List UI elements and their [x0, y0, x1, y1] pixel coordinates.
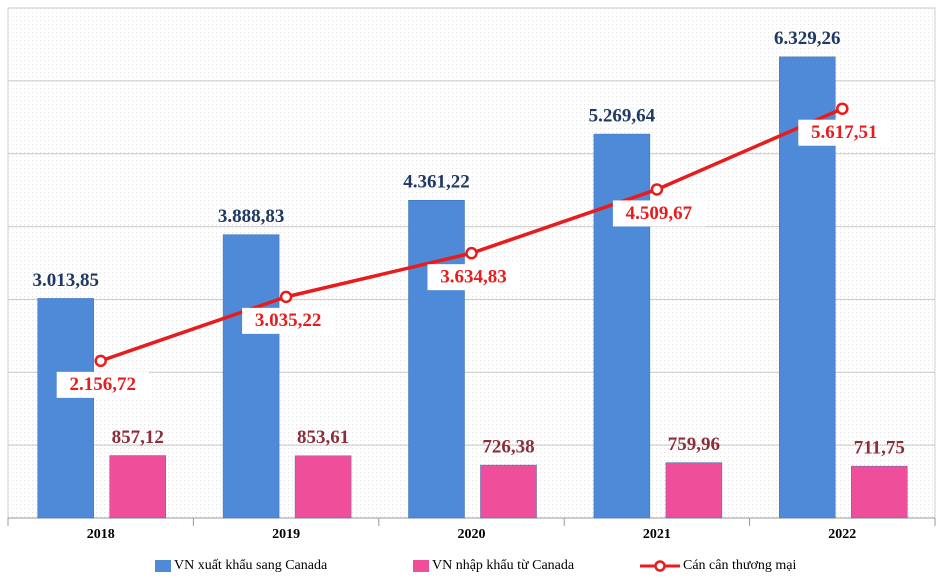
value-label: 4.509,67 [626, 203, 693, 224]
bar [294, 455, 352, 519]
label-box [56, 371, 149, 398]
value-label: 2.156,72 [69, 374, 136, 395]
bar [851, 465, 908, 519]
label-box [612, 200, 705, 227]
legend-label: VN nhập khẩu từ Canada [432, 558, 575, 573]
value-label: 3.634,83 [440, 267, 507, 288]
value-label: 726,38 [482, 436, 534, 457]
value-label: 3.035,22 [255, 310, 322, 331]
legend-swatch [654, 560, 666, 572]
legend-label: VN xuất khẩu sang Canada [174, 558, 328, 573]
bar [222, 234, 280, 519]
value-label: 6.329,26 [774, 28, 841, 49]
value-label: 4.361,22 [403, 172, 470, 193]
line-marker [465, 246, 478, 260]
x-tick-label: 2021 [643, 527, 671, 542]
value-label: 857,12 [112, 427, 164, 448]
label-box [427, 264, 520, 291]
line-marker [94, 354, 107, 368]
value-label: 5.269,64 [589, 105, 656, 126]
bar [593, 133, 651, 519]
bar [37, 298, 94, 519]
value-label: 853,61 [297, 427, 349, 448]
legend-swatch [155, 560, 171, 572]
value-label: 711,75 [854, 438, 905, 459]
line-marker [650, 183, 664, 196]
line-marker [279, 290, 293, 304]
line-marker [836, 102, 849, 115]
value-label: 3.013,85 [32, 270, 99, 291]
legend-swatch [413, 560, 429, 572]
x-tick-label: 2020 [458, 527, 486, 542]
bar [665, 462, 723, 519]
label-box [242, 307, 335, 334]
label-box [798, 119, 891, 146]
x-tick-label: 2022 [828, 527, 856, 542]
legend-label: Cán cân thương mại [683, 558, 796, 573]
x-tick-label: 2018 [87, 527, 115, 542]
bar [109, 455, 166, 519]
x-tick-label: 2019 [272, 527, 300, 542]
value-label: 5.617,51 [811, 122, 878, 143]
value-label: 759,96 [668, 434, 720, 455]
bar [408, 200, 465, 519]
value-label: 3.888,83 [218, 206, 285, 227]
bar [480, 464, 537, 519]
